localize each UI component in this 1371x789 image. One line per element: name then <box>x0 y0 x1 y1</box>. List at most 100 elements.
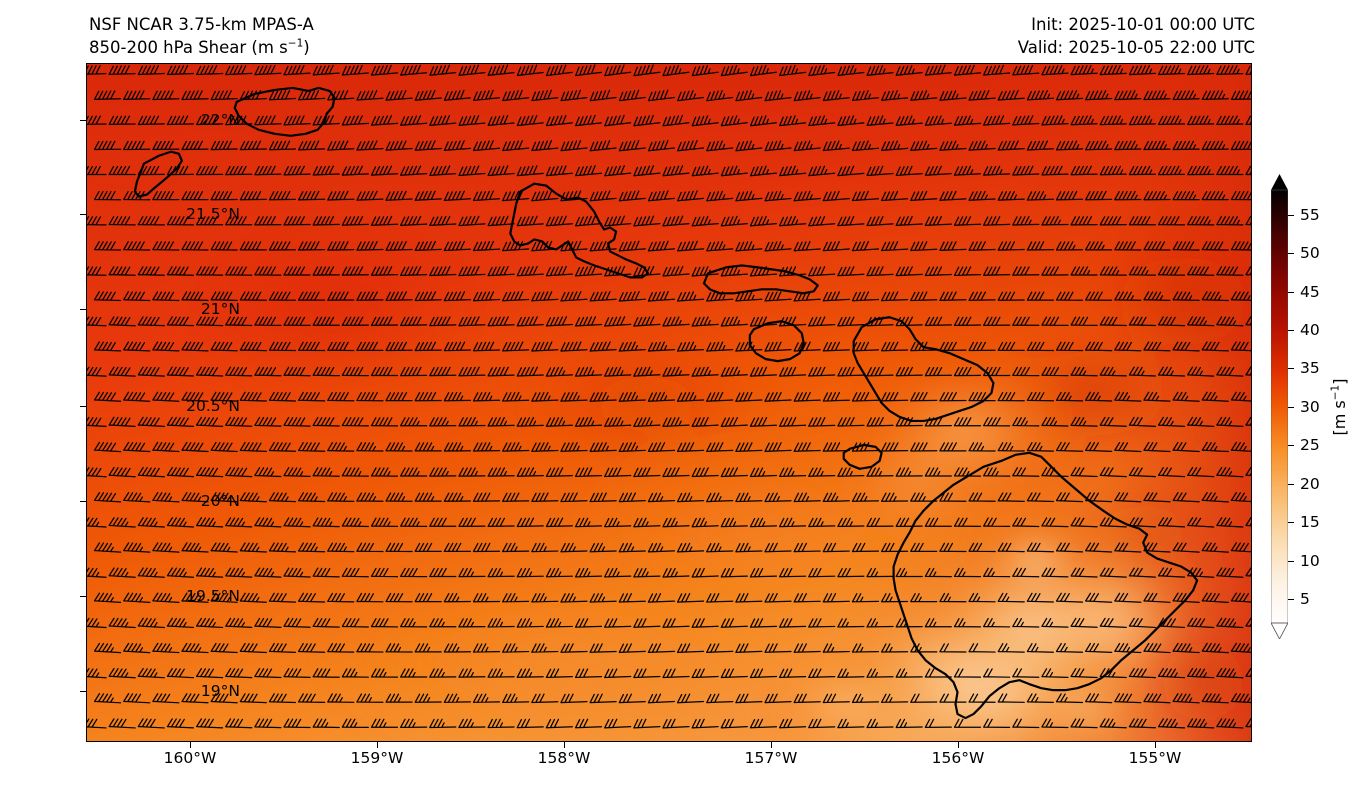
wind-barb <box>691 668 719 679</box>
wind-barb <box>268 341 297 352</box>
wind-barb <box>618 190 646 202</box>
wind-barb <box>720 366 748 377</box>
wind-barb <box>225 65 253 76</box>
wind-barb <box>443 190 471 202</box>
y-tick-mark <box>80 120 86 122</box>
wind-barb <box>108 216 136 226</box>
wind-barb <box>429 718 457 729</box>
wind-barb <box>1012 718 1040 729</box>
wind-barb <box>356 542 384 553</box>
wind-barb <box>1114 542 1142 553</box>
coast-molokai <box>702 264 819 295</box>
wind-barb <box>283 316 311 326</box>
wind-barb <box>1114 441 1142 453</box>
wind-barb <box>560 442 588 452</box>
wind-barb <box>1012 668 1040 678</box>
wind-barb <box>400 417 428 427</box>
wind-barb <box>574 366 603 377</box>
wind-barb <box>225 617 253 628</box>
wind-barb <box>735 90 763 102</box>
wind-barb <box>195 567 224 578</box>
wind-barb <box>910 643 938 653</box>
wind-barb <box>1230 291 1251 301</box>
wind-barb <box>472 190 501 202</box>
wind-barb <box>676 391 705 402</box>
wind-barb <box>181 190 209 201</box>
wind-barb <box>239 291 267 301</box>
wind-barb <box>910 291 938 302</box>
wind-barb <box>1055 341 1084 352</box>
wind-barb <box>808 115 836 127</box>
wind-barb <box>225 416 253 427</box>
wind-barb <box>400 266 428 276</box>
colorbar-axis-label: [m s−1] <box>1330 379 1349 436</box>
wind-barb <box>706 693 734 704</box>
field-title-exponent: −1 <box>287 37 304 50</box>
x-tick-mark <box>377 742 379 748</box>
wind-barb <box>691 266 719 277</box>
wind-barb <box>1187 216 1215 226</box>
wind-barb <box>793 291 821 302</box>
wind-barb <box>1245 316 1251 326</box>
wind-barb <box>1041 115 1069 126</box>
wind-barb <box>1216 366 1244 377</box>
wind-barb <box>1143 291 1171 302</box>
wind-barb <box>472 341 501 352</box>
wind-barb <box>1157 65 1186 76</box>
wind-barb <box>983 165 1011 176</box>
wind-barb <box>502 542 530 553</box>
wind-barb <box>604 718 632 729</box>
wind-barb <box>1026 693 1054 704</box>
wind-barb <box>327 492 355 503</box>
wind-barb <box>676 643 705 653</box>
wind-barb <box>1230 341 1251 352</box>
wind-barb <box>939 392 967 402</box>
wind-barb <box>298 90 326 101</box>
wind-barb <box>87 65 107 75</box>
wind-barb <box>210 492 238 503</box>
wind-barb <box>822 190 850 202</box>
wind-barb <box>939 643 967 653</box>
wind-barb <box>881 693 909 703</box>
wind-barb <box>1099 366 1127 377</box>
wind-barb <box>123 542 151 553</box>
wind-barb <box>195 216 224 226</box>
wind-barb <box>793 442 821 452</box>
wind-barb <box>312 467 340 477</box>
wind-barb <box>1201 140 1229 151</box>
wind-barb <box>881 291 909 302</box>
wind-barb <box>953 718 982 728</box>
wind-barb <box>706 190 734 202</box>
wind-barb <box>662 316 690 327</box>
wind-barb <box>166 266 195 276</box>
wind-barb <box>676 442 705 452</box>
wind-barb <box>239 441 267 452</box>
wind-barb <box>400 215 428 226</box>
wind-barb <box>472 442 501 452</box>
wind-barb <box>1026 90 1054 101</box>
wind-barb <box>837 65 865 77</box>
wind-barb <box>545 668 573 679</box>
wind-barb <box>997 291 1025 301</box>
wind-barb <box>531 190 559 202</box>
wind-barb <box>268 190 297 201</box>
wind-barb <box>866 618 894 628</box>
wind-barb <box>1230 693 1251 704</box>
wind-barb <box>516 265 544 277</box>
colorbar-tick-mark <box>1288 484 1294 486</box>
wind-barb <box>691 115 719 127</box>
wind-barb <box>1099 115 1127 126</box>
wind-barb <box>983 467 1011 477</box>
wind-barb <box>400 165 428 176</box>
wind-barb <box>545 718 573 729</box>
wind-barb <box>195 266 224 276</box>
colorbar-tick-label: 35 <box>1300 359 1320 377</box>
wind-barb <box>851 492 880 502</box>
wind-barb <box>472 291 501 302</box>
wind-barb <box>283 216 311 226</box>
wind-barb <box>895 618 923 628</box>
wind-barb <box>720 64 748 77</box>
wind-barb <box>589 442 617 452</box>
wind-barb <box>385 392 413 402</box>
wind-barb <box>312 266 340 276</box>
